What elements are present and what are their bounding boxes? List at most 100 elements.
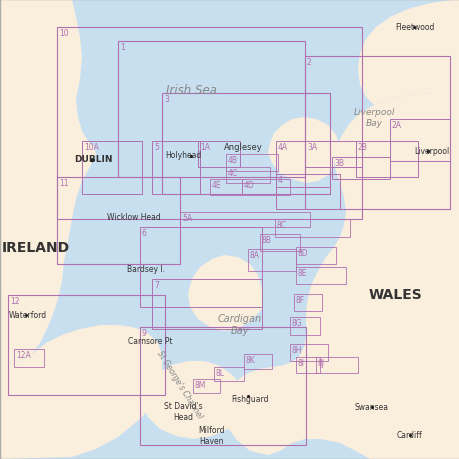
Text: 3B: 3B: [333, 159, 343, 168]
Text: 8M: 8M: [195, 380, 206, 389]
Text: Fishguard: Fishguard: [231, 395, 268, 403]
Polygon shape: [0, 0, 96, 365]
Polygon shape: [0, 325, 162, 459]
Bar: [274, 219, 349, 237]
Bar: [243, 354, 271, 369]
Bar: [225, 155, 277, 172]
Polygon shape: [357, 0, 459, 106]
Text: DUBLIN: DUBLIN: [73, 155, 112, 164]
Bar: [355, 142, 417, 178]
Bar: [118, 42, 304, 178]
Text: 11: 11: [59, 179, 68, 188]
Text: 9: 9: [142, 328, 146, 337]
Bar: [179, 213, 309, 228]
Bar: [331, 157, 389, 179]
Text: 8A: 8A: [249, 251, 259, 259]
Text: 8L: 8L: [216, 368, 224, 377]
Text: IRELAND: IRELAND: [2, 241, 70, 254]
Text: 8F: 8F: [295, 295, 304, 304]
Text: 5A: 5A: [182, 213, 192, 223]
Bar: [140, 228, 262, 308]
Bar: [162, 94, 329, 195]
Text: 3A: 3A: [306, 143, 316, 151]
Text: 8G: 8G: [291, 318, 302, 327]
Text: Milford
Haven: Milford Haven: [198, 425, 225, 445]
Text: 7: 7: [154, 280, 158, 289]
Bar: [275, 142, 329, 188]
Text: Wicklow Head: Wicklow Head: [107, 213, 161, 222]
Text: 2B: 2B: [357, 143, 367, 151]
Text: 8E: 8E: [297, 269, 307, 277]
Text: Liverpool: Liverpool: [414, 147, 448, 156]
Bar: [14, 349, 44, 367]
Bar: [295, 268, 345, 285]
Bar: [295, 357, 319, 373]
Bar: [304, 142, 361, 168]
Text: St David's
Head: St David's Head: [163, 402, 202, 421]
Text: Cardiff: Cardiff: [396, 431, 422, 440]
Bar: [315, 357, 357, 373]
Polygon shape: [188, 256, 262, 331]
Text: 12: 12: [10, 297, 19, 305]
Text: 8H: 8H: [291, 345, 302, 354]
Text: 8B: 8B: [262, 235, 271, 245]
Text: Fleetwood: Fleetwood: [394, 23, 434, 33]
Text: 1: 1: [120, 43, 124, 52]
Bar: [140, 327, 305, 445]
Text: Irish Sea: Irish Sea: [166, 84, 217, 96]
Text: 4C: 4C: [228, 168, 238, 178]
Bar: [259, 235, 299, 252]
Text: 8D: 8D: [297, 248, 308, 257]
Bar: [193, 379, 219, 393]
Text: Swansea: Swansea: [354, 403, 388, 412]
Text: Liverpool
Bay: Liverpool Bay: [353, 108, 394, 128]
Text: 4E: 4E: [212, 180, 221, 190]
Bar: [213, 367, 243, 381]
Bar: [247, 249, 295, 271]
Bar: [275, 174, 339, 210]
Text: 2A: 2A: [391, 121, 401, 130]
Text: Anglesey: Anglesey: [223, 143, 262, 152]
Text: 8K: 8K: [246, 355, 255, 364]
Text: 4B: 4B: [228, 156, 237, 165]
Text: 10A: 10A: [84, 143, 99, 151]
Bar: [295, 247, 335, 264]
Text: 12A: 12A: [16, 350, 31, 359]
Bar: [151, 142, 200, 195]
Polygon shape: [268, 118, 339, 184]
Text: 8C: 8C: [276, 220, 286, 230]
Text: 5: 5: [154, 143, 158, 151]
Text: St George's Channel: St George's Channel: [155, 349, 204, 420]
Bar: [8, 295, 165, 395]
Text: 4: 4: [277, 176, 282, 185]
Text: 6: 6: [142, 229, 146, 237]
Bar: [57, 178, 179, 264]
Bar: [225, 168, 269, 184]
Text: 4D: 4D: [243, 180, 254, 190]
Bar: [241, 179, 289, 196]
Bar: [210, 179, 241, 196]
Text: 10: 10: [59, 29, 68, 38]
Text: 8J: 8J: [317, 358, 325, 367]
Bar: [289, 317, 319, 335]
Text: Waterford: Waterford: [9, 311, 47, 320]
Bar: [289, 344, 327, 361]
Text: 4A: 4A: [277, 143, 287, 151]
Text: 3: 3: [164, 95, 168, 104]
Bar: [151, 280, 262, 329]
Text: WALES: WALES: [367, 287, 421, 302]
Bar: [197, 142, 240, 168]
Text: Holyhead: Holyhead: [164, 151, 201, 160]
Text: Cardigan
Bay: Cardigan Bay: [218, 313, 262, 335]
Polygon shape: [140, 361, 246, 439]
Text: Carnsore Pt: Carnsore Pt: [128, 337, 172, 346]
Text: 8I: 8I: [297, 358, 304, 367]
Bar: [57, 28, 361, 219]
Bar: [389, 120, 449, 162]
Text: 1A: 1A: [200, 143, 210, 151]
Bar: [82, 142, 142, 195]
Polygon shape: [222, 0, 459, 459]
Bar: [304, 57, 449, 210]
Text: 2: 2: [306, 58, 311, 67]
Bar: [293, 294, 321, 311]
